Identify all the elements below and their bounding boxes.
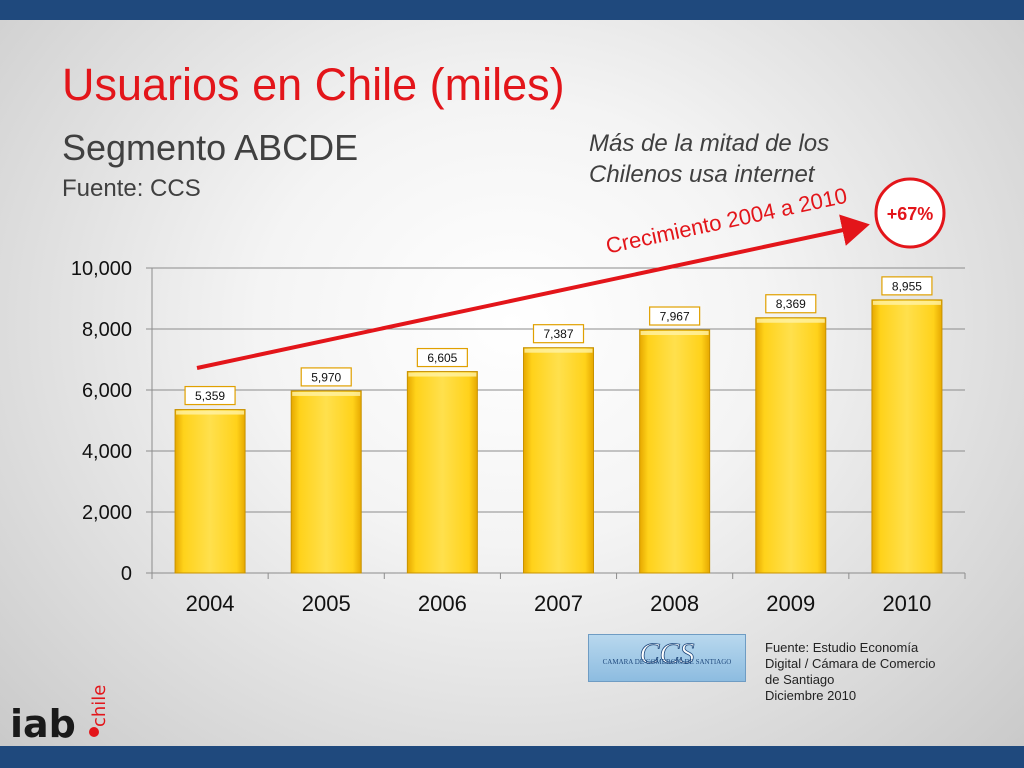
data-label: 5,359 — [195, 389, 225, 403]
footnote-line-3: de Santiago — [765, 672, 835, 687]
bar-2008 — [639, 329, 711, 574]
x-tick-label: 2007 — [534, 591, 583, 616]
x-tick-label: 2010 — [882, 591, 931, 616]
bar-highlight — [872, 300, 941, 305]
data-label-box — [649, 306, 701, 326]
y-tick-label: 6,000 — [82, 380, 132, 402]
callout-note-line-1: Más de la mitad de los — [589, 130, 830, 157]
y-tick-label: 0 — [121, 563, 132, 585]
bars — [174, 299, 943, 574]
bar-highlight — [756, 318, 825, 323]
data-label-box — [532, 324, 585, 344]
x-tick-label: 2005 — [302, 591, 351, 616]
source-footnote: Fuente: Estudio Economía Digital / Cámar… — [765, 640, 965, 704]
page-subtitle: Segmento ABCDE — [62, 127, 359, 168]
data-labels: 5,359 5,970 6,605 7,387 7,967 8,369 8,955 — [184, 276, 933, 406]
iab-logo-word: iab — [10, 702, 76, 745]
bottom-band — [0, 746, 1024, 768]
ccs-logo: CCS CAMARA DE COMERCIO DE SANTIAGO — [588, 634, 746, 682]
x-tick-label: 2009 — [766, 591, 815, 616]
y-tick-label: 10,000 — [71, 258, 132, 280]
top-band — [0, 0, 1024, 20]
data-label: 5,970 — [311, 370, 341, 384]
x-tick-label: 2006 — [418, 591, 467, 616]
data-label-box — [184, 385, 236, 406]
page-title: Usuarios en Chile (miles) — [62, 59, 565, 110]
growth-badge-circle — [874, 177, 946, 249]
x-tick-label: 2004 — [186, 591, 235, 616]
x-tick-label: 2008 — [650, 591, 699, 616]
footnote-line-1: Fuente: Estudio Economía — [765, 640, 919, 655]
iab-logo-dot — [89, 727, 99, 737]
iab-logo-sub: chile — [89, 685, 110, 727]
y-tick-label: 4,000 — [82, 441, 132, 463]
data-label: 7,967 — [660, 310, 690, 324]
bar-2006 — [406, 371, 478, 574]
y-tick-label: 2,000 — [82, 502, 132, 524]
footnote-line-4: Diciembre 2010 — [765, 688, 857, 703]
bar-2009 — [755, 317, 827, 574]
footnote-line-2: Digital / Cámara de Comercio — [765, 656, 936, 671]
data-label-box — [416, 347, 468, 368]
axes: 0 2,000 4,000 6,000 8,000 10,000 2004 2005 2006 2… — [71, 258, 966, 616]
iab-chile-logo: iab chile — [10, 685, 110, 745]
source-line: Fuente: CCS — [62, 175, 201, 202]
bar-highlight — [176, 410, 245, 415]
growth-badge-text: +67% — [887, 204, 934, 224]
data-label: 7,387 — [543, 327, 573, 341]
data-label-box — [881, 276, 933, 296]
ccs-logo-name: CAMARA DE COMERCIO DE SANTIAGO — [603, 658, 732, 666]
bar-2010 — [871, 299, 943, 574]
data-label-box — [300, 367, 352, 387]
bar-2004 — [174, 409, 246, 574]
bar-highlight — [524, 348, 593, 353]
growth-arrow — [196, 214, 870, 370]
data-label: 8,955 — [892, 279, 922, 293]
bar-highlight — [408, 372, 477, 377]
callout-note: Más de la mitad de los Chilenos usa inte… — [589, 128, 829, 190]
y-tick-label: 8,000 — [82, 319, 132, 341]
bar-2007 — [523, 347, 594, 574]
bar-2005 — [290, 390, 362, 574]
bar-highlight — [640, 331, 709, 336]
ccs-logo-mark: CCS — [639, 637, 694, 670]
growth-text: Crecimiento 2004 a 2010 — [604, 183, 850, 259]
data-label-box — [765, 294, 817, 314]
data-label: 8,369 — [776, 297, 806, 311]
bar-highlight — [292, 391, 361, 396]
callout-note-line-2: Chilenos usa internet — [589, 161, 815, 188]
data-label: 6,605 — [427, 351, 457, 365]
